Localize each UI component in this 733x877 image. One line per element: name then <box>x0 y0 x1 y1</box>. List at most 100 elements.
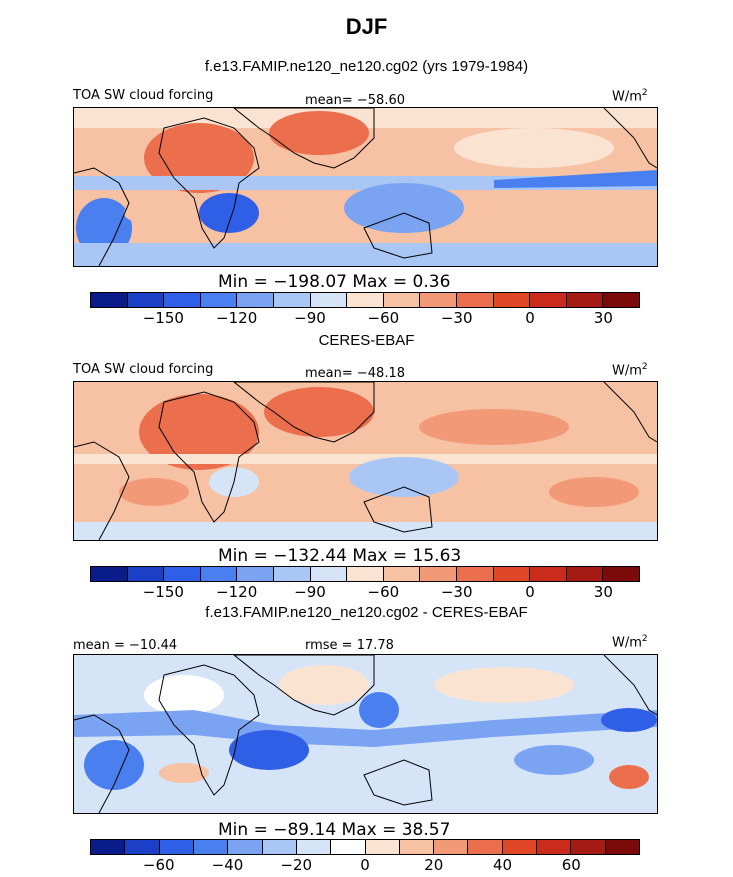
colorbar-tick-label: −30 <box>440 583 473 601</box>
colorbar-tick-label: 30 <box>593 309 613 327</box>
colorbar-swatch <box>502 840 538 854</box>
field-pacific-south <box>534 211 614 235</box>
eurasia-outline <box>233 655 375 716</box>
colorbar-tick-label: −150 <box>142 583 184 601</box>
colorbar-swatch <box>310 293 348 307</box>
colorbar-tick-label: −60 <box>142 856 175 874</box>
colorbar-tick-label: 0 <box>360 856 370 874</box>
colorbar-swatch <box>365 840 400 854</box>
coastlines <box>74 655 657 813</box>
south-america-outline <box>74 441 130 540</box>
field-pacific-itcz <box>494 170 657 188</box>
colorbar-swatch <box>296 840 332 854</box>
australia-outline <box>363 212 433 259</box>
colorbar-swatch <box>603 567 639 581</box>
field-south-america <box>84 740 144 790</box>
south-america-outline <box>74 167 130 266</box>
colorbar-swatch <box>237 293 274 307</box>
panel-3-title: f.e13.FAMIP.ne120_ne120.cg02 - CERES-EBA… <box>205 604 528 621</box>
field-pacific-north <box>454 128 614 168</box>
field-sahara <box>144 675 224 715</box>
colorbar-swatch <box>383 293 421 307</box>
north-america-outline <box>603 382 657 443</box>
panel-3-map-svg <box>74 655 657 813</box>
field-asia-high <box>269 111 369 155</box>
field-pacific-south <box>514 745 594 775</box>
panel-3-minmax: Min = −89.14 Max = 38.57 <box>218 820 451 840</box>
colorbar-swatch <box>273 293 311 307</box>
panel-1-title: f.e13.FAMIP.ne120_ne120.cg02 (yrs 1979-1… <box>204 58 529 75</box>
field-pacific-north <box>434 667 574 703</box>
colorbar-swatch <box>262 840 297 854</box>
colorbar-swatch <box>159 840 194 854</box>
colorbar-tick-label: −150 <box>142 309 184 327</box>
colorbar-tick-label: 0 <box>525 309 535 327</box>
panel-1-mean-label: mean= −58.60 <box>305 93 406 108</box>
colorbar-swatch <box>605 840 639 854</box>
colorbar-tick-label: −40 <box>211 856 244 874</box>
eurasia-outline <box>233 382 375 443</box>
field-southern-band <box>74 243 657 266</box>
colorbar-tick-label: −90 <box>294 309 326 327</box>
panel-1-map <box>73 107 658 267</box>
colorbar-tick-label: 20 <box>424 856 444 874</box>
panel-3-colorbar <box>90 839 640 855</box>
colorbar-tick-label: −120 <box>216 309 258 327</box>
colorbar-tick-label: −20 <box>280 856 313 874</box>
colorbar-swatch <box>434 840 469 854</box>
panel-3-units: W/m2 <box>612 634 648 651</box>
field-atlantic-south <box>119 478 189 506</box>
colorbar-swatch <box>420 293 457 307</box>
field-sahara-high <box>139 394 259 470</box>
colorbar-swatch <box>493 567 531 581</box>
colorbar-swatch <box>493 293 531 307</box>
colorbar-swatch <box>347 567 384 581</box>
colorbar-swatch <box>331 840 366 854</box>
colorbar-swatch <box>125 840 160 854</box>
colorbar-swatch <box>420 567 457 581</box>
colorbar-swatch <box>273 567 311 581</box>
field-maritime <box>359 692 399 728</box>
colorbar-swatch <box>603 293 639 307</box>
colorbar-swatch <box>193 840 229 854</box>
colorbar-swatch <box>237 567 274 581</box>
colorbar-swatch <box>456 293 494 307</box>
panel-2-map <box>73 381 658 541</box>
panel-1-units: W/m2 <box>612 88 648 105</box>
colorbar-swatch <box>164 293 201 307</box>
field-itcz-band <box>74 454 657 464</box>
colorbar-swatch <box>127 293 165 307</box>
field-pacific-south <box>549 477 639 507</box>
field-africa-east <box>229 730 309 770</box>
colorbar-swatch <box>228 840 263 854</box>
colorbar-tick-label: −120 <box>216 583 258 601</box>
panel-2-variable-label: TOA SW cloud forcing <box>73 362 214 377</box>
colorbar-tick-label: −90 <box>294 583 326 601</box>
field-southern-band <box>74 522 657 540</box>
colorbar-tick-label: −60 <box>367 583 400 601</box>
colorbar-tick-label: −30 <box>440 309 473 327</box>
panel-1-minmax: Min = −198.07 Max = 0.36 <box>218 272 451 292</box>
colorbar-swatch <box>310 567 348 581</box>
field-pacific-east <box>601 708 657 732</box>
panel-1-colorbar <box>90 292 640 308</box>
panel-2-minmax: Min = −132.44 Max = 15.63 <box>218 546 462 566</box>
australia-outline <box>363 486 433 533</box>
colorbar-swatch <box>399 840 435 854</box>
colorbar-swatch <box>530 293 567 307</box>
panel-2-title: CERES-EBAF <box>318 332 415 349</box>
colorbar-tick-label: 0 <box>525 583 535 601</box>
colorbar-tick-label: 40 <box>492 856 513 874</box>
field-tropical-band <box>74 710 657 747</box>
field-atlantic-south <box>124 201 184 225</box>
panel-3-map <box>73 654 658 814</box>
colorbar-swatch <box>91 840 126 854</box>
panel-1-map-svg <box>74 108 657 266</box>
north-america-outline <box>603 108 657 169</box>
colorbar-swatch <box>200 293 238 307</box>
colorbar-swatch <box>456 567 494 581</box>
south-america-outline <box>74 714 130 813</box>
africa-outline <box>158 117 260 249</box>
colorbar-swatch <box>91 567 128 581</box>
australia-outline <box>363 759 433 806</box>
